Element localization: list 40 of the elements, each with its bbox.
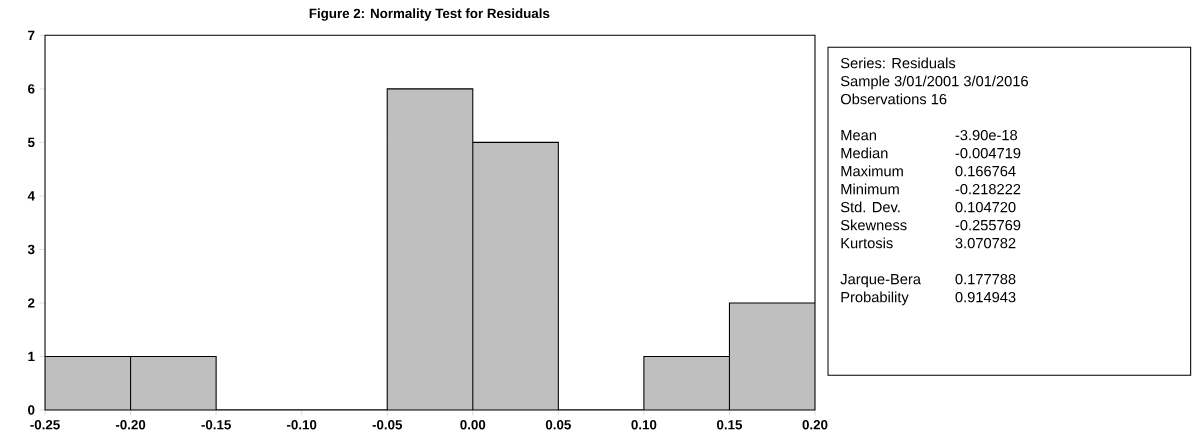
text: Probability	[841, 291, 909, 306]
x-tick-label: 0.00	[460, 420, 486, 430]
x-tick-label: 0.20	[802, 420, 828, 430]
text: Median	[841, 147, 888, 159]
y-tick-label: 3	[27, 244, 35, 255]
text: 0.166764	[955, 165, 1016, 177]
text: Maximum	[841, 165, 903, 177]
text: Series: Residuals	[840, 57, 956, 69]
text: 0.914943	[955, 291, 1016, 303]
y-tick-label: 7	[28, 30, 35, 40]
y-tick-label: 2	[28, 298, 35, 308]
x-tick-label: -0.15	[201, 420, 231, 430]
y-tick-label: 0	[28, 405, 35, 415]
x-tick-label: -0.05	[372, 420, 403, 430]
x-tick-label: 0.15	[716, 420, 743, 430]
text: -3.90e-18	[955, 129, 1018, 141]
text: 0.104720	[955, 201, 1016, 213]
text: Std. Dev.	[840, 201, 900, 213]
text: Mean	[841, 130, 876, 141]
text: Kurtosis	[841, 237, 893, 249]
y-tick-label: 6	[28, 84, 35, 94]
y-tick-label: 5	[27, 137, 35, 148]
text: -0.218222	[955, 183, 1021, 195]
text: 0.177788	[955, 273, 1016, 285]
x-tick-label: -0.10	[287, 420, 317, 430]
text: Minimum	[841, 183, 899, 195]
y-tick-label: 4	[27, 191, 35, 201]
y-tick-label: 1	[28, 351, 35, 362]
x-tick-label: 0.10	[631, 420, 657, 430]
text: -0.255769	[955, 219, 1021, 231]
text: -0.004719	[955, 147, 1021, 159]
x-tick-label: -0.20	[115, 420, 146, 430]
text: Sample 3/01/2001 3/01/2016	[840, 75, 1028, 90]
chart-title: Figure 2: Normality Test for Residuals	[309, 8, 550, 21]
x-tick-label: 0.05	[545, 420, 571, 430]
text: Skewness	[840, 219, 907, 231]
text: 3.070782	[955, 237, 1016, 249]
text: Observations 16	[840, 93, 947, 105]
x-tick-label: -0.25	[30, 420, 60, 430]
text: Jarque-Bera	[840, 274, 921, 288]
